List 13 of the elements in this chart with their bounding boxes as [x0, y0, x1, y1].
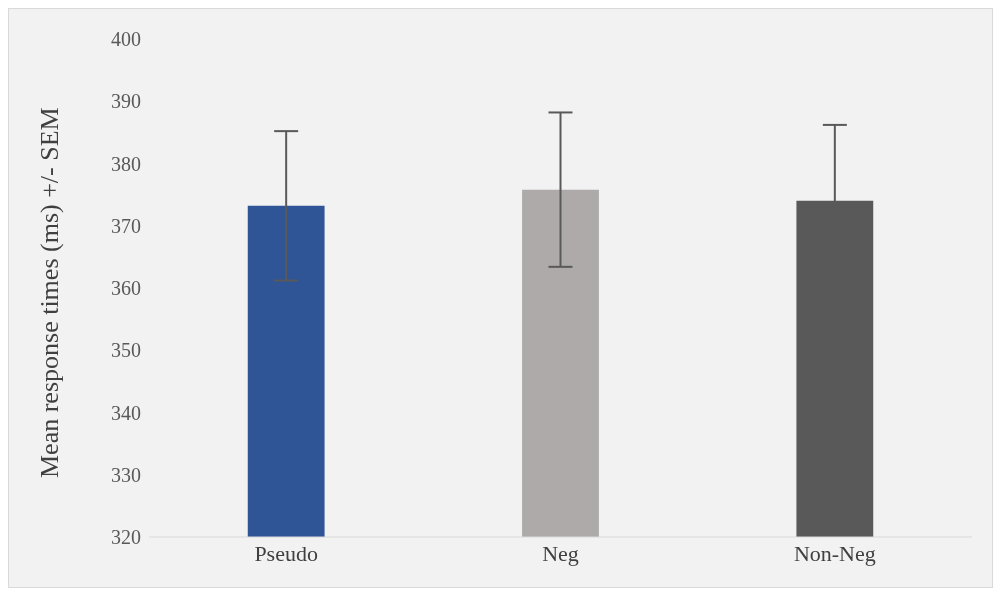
x-tick-label: Non-Neg: [793, 540, 876, 566]
y-tick-label: 400: [111, 28, 141, 51]
x-tick-label: Neg: [542, 540, 579, 566]
x-tick-label: Pseudo: [254, 540, 318, 566]
y-tick-label: 320: [111, 526, 141, 549]
y-axis-title: Mean response times (ms) +/- SEM: [35, 107, 65, 478]
y-tick-label: 360: [111, 277, 141, 300]
y-tick-label: 350: [111, 339, 141, 362]
y-tick-label: 370: [111, 214, 141, 237]
y-tick-label: 380: [111, 152, 141, 175]
y-tick-label: 330: [111, 463, 141, 486]
y-tick-label: 390: [111, 90, 141, 113]
y-tick-label: 340: [111, 401, 141, 424]
